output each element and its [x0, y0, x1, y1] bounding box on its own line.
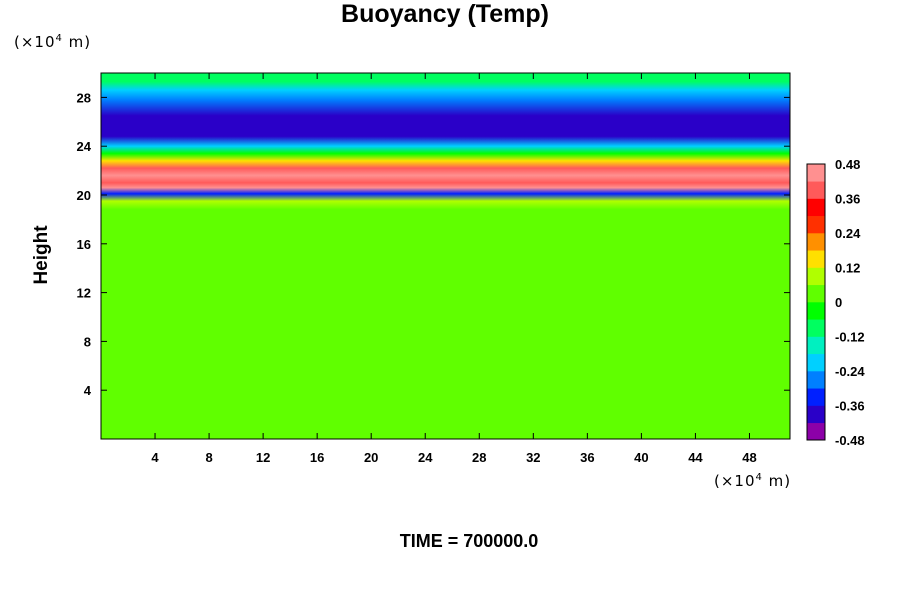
heatmap-field: [101, 73, 790, 439]
colorbar-segment: [807, 267, 825, 286]
y-tick-label: 12: [77, 286, 91, 301]
x-tick-label: 20: [364, 450, 378, 465]
y-axis-unit: (×104 m): [14, 33, 92, 51]
x-tick-label: 36: [580, 450, 594, 465]
colorbar-tick-label: 0.48: [835, 157, 860, 172]
x-tick-label: 24: [418, 450, 433, 465]
x-tick-label: 8: [205, 450, 212, 465]
x-axis-unit: (×104 m): [714, 472, 792, 490]
x-tick-label: 40: [634, 450, 648, 465]
colorbar-segment: [807, 405, 825, 424]
x-tick-label: 28: [472, 450, 486, 465]
x-tick-label: 44: [688, 450, 703, 465]
x-tick-label: 32: [526, 450, 540, 465]
colorbar-tick-label: -0.24: [835, 364, 865, 379]
colorbar-segment: [807, 302, 825, 320]
y-tick-label: 20: [77, 188, 91, 203]
plot-area: [101, 73, 790, 439]
y-tick-label: 4: [84, 383, 92, 398]
colorbar-segment: [807, 215, 825, 234]
colorbar-segment: [807, 371, 825, 389]
colorbar-segment: [807, 181, 825, 199]
colorbar-segment: [807, 284, 825, 303]
colorbar-segment: [807, 336, 825, 355]
colorbar-segment: [807, 198, 825, 217]
colorbar-tick-label: 0: [835, 295, 842, 310]
x-tick-label: 12: [256, 450, 270, 465]
colorbar-segment: [807, 388, 825, 406]
colorbar-tick-label: 0.24: [835, 226, 861, 241]
colorbar-tick-label: 0.12: [835, 261, 860, 276]
y-tick-label: 24: [77, 139, 92, 154]
colorbar-tick-label: -0.36: [835, 399, 865, 414]
colorbar-tick-label: -0.12: [835, 330, 865, 345]
colorbar-segment: [807, 422, 825, 441]
colorbar-tick-label: 0.36: [835, 192, 860, 207]
chart-title: Buoyancy (Temp): [341, 0, 549, 28]
colorbar-segment: [807, 164, 825, 182]
colorbar-segment: [807, 250, 825, 268]
colorbar-frame: [806, 163, 826, 441]
y-tick-label: 16: [77, 237, 91, 252]
colorbar-segment: [807, 233, 825, 251]
colorbar: 0.48 0.36 0.24 0.12 0 -0.12 -0.24 -0.36 -0.48: [806, 157, 865, 448]
x-tick-label: 4: [151, 450, 159, 465]
colorbar-segment: [807, 353, 825, 372]
colorbar-segment: [807, 319, 825, 337]
x-tick-label: 16: [310, 450, 324, 465]
time-label: TIME = 700000.0: [399, 531, 539, 551]
y-tick-label: 28: [77, 90, 91, 105]
plot-frame: [100, 72, 791, 440]
colorbar-tick-label: -0.48: [835, 433, 865, 448]
y-tick-label: 8: [84, 334, 91, 349]
x-tick-label: 48: [742, 450, 756, 465]
